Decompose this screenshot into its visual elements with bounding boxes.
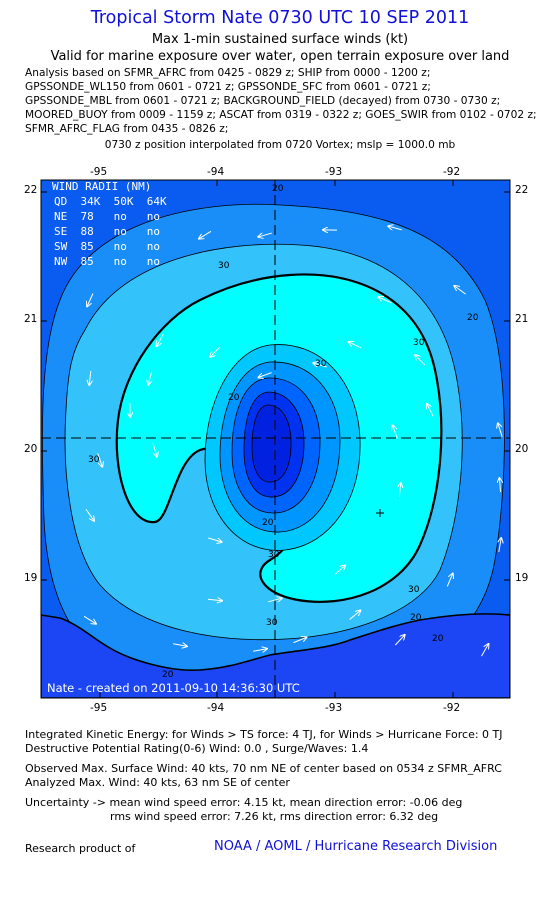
wind-arrow: [89, 370, 91, 385]
contour-label: 20: [467, 313, 479, 323]
lon-tick-bottom-1: -95: [90, 702, 108, 714]
wind-arrow: [148, 371, 152, 385]
axis-ticks: [41, 180, 510, 698]
vortex-note: 0730 z position interpolated from 0720 V…: [104, 139, 456, 151]
wind-arrow: [454, 286, 466, 295]
wind-arrow: [268, 598, 282, 602]
lat-tick-left-1: 22: [24, 184, 38, 196]
contour-label: 20: [410, 613, 422, 623]
wind-arrow: [87, 293, 94, 307]
wind-arrow: [499, 538, 501, 552]
wind-arrow: [210, 346, 221, 357]
lat-tick-right-3: 20: [515, 443, 529, 455]
lon-tick-top-1: -95: [90, 166, 108, 178]
contour-label: 20: [432, 634, 444, 644]
map-title: Tropical Storm Nate 0730 UTC 10 SEP 2011: [90, 8, 470, 28]
wind-arrow: [208, 537, 221, 542]
lon-tick-top-2: -94: [207, 166, 225, 178]
research-label: Research product of: [25, 842, 136, 855]
analysis-line-1: Analysis based on SFMR_AFRC from 0425 - …: [25, 67, 431, 79]
analysis-line-4: MOORED_BUOY from 0009 - 1159 z; ASCAT fr…: [25, 109, 537, 121]
analyzed-max-wind: Analyzed Max. Wind: 40 kts, 63 nm SE of …: [25, 776, 290, 789]
wind-arrow: [334, 565, 345, 576]
wind-arrow: [293, 637, 307, 644]
lat-tick-right-4: 19: [515, 572, 529, 584]
lat-tick-left-2: 21: [24, 313, 38, 325]
observed-max-wind: Observed Max. Surface Wind: 40 kts, 70 n…: [25, 762, 502, 775]
wind-arrow: [349, 610, 361, 620]
lon-tick-top-3: -93: [325, 166, 343, 178]
contour-label: 20: [228, 393, 240, 403]
wind-radii-header: WIND RADII (NM): [52, 180, 152, 193]
wind-radii-row-ne: NE 78 no no: [54, 210, 160, 223]
wind-arrow: [85, 508, 94, 520]
contour-label: 20: [162, 670, 174, 680]
lat-tick-right-1: 22: [515, 184, 529, 196]
lon-tick-bottom-3: -93: [325, 702, 343, 714]
uncertainty-rms: rms wind speed error: 7.26 kt, rms direc…: [110, 810, 439, 823]
lon-tick-bottom-2: -94: [207, 702, 225, 714]
lat-tick-right-2: 21: [515, 313, 529, 325]
subtitle-winds: Max 1-min sustained surface winds (kt): [151, 32, 409, 47]
contour-labels: 20 30 30 30 30 30 20 20 20 20 30 30 20 20: [88, 184, 479, 680]
contour-inner-5: [251, 404, 292, 483]
wind-arrow: [349, 342, 362, 349]
wind-radii-columns: QD 34K 50K 64K: [54, 195, 167, 208]
lon-tick-top-4: -92: [443, 166, 461, 178]
wind-arrow: [83, 615, 96, 623]
wind-arrow: [313, 363, 327, 368]
wind-arrow: [446, 574, 453, 587]
contour-label: 30: [88, 455, 100, 465]
wind-radii-row-se: SE 88 no no: [54, 225, 160, 238]
coastline-land: [41, 613, 510, 698]
wind-arrow: [199, 230, 212, 238]
contour-label: 30: [408, 585, 420, 595]
wind-arrow: [207, 599, 222, 601]
analysis-line-2: GPSSONDE_WL150 from 0601 - 0721 z; GPSSO…: [25, 81, 431, 93]
wind-arrow: [388, 226, 402, 230]
wind-radii-row-nw: NW 85 no no: [54, 255, 160, 268]
wind-arrow: [152, 443, 157, 456]
contour-label: 30: [413, 338, 425, 348]
contour-label: 30: [315, 359, 327, 369]
wind-arrow: [415, 355, 426, 366]
created-stamp: Nate - created on 2011-09-10 14:36:30 UT…: [47, 681, 300, 695]
contour-label: 20: [272, 184, 284, 194]
analysis-line-5: SFMR_AFRC_FLAG from 0435 - 0826 z;: [25, 123, 229, 135]
wind-arrow: [399, 483, 400, 498]
wind-arrow: [258, 372, 272, 378]
wind-arrow: [97, 453, 103, 466]
plus-marker: [376, 509, 384, 517]
wind-arrow: [173, 644, 187, 647]
analysis-line-3: GPSSONDE_MBL from 0601 - 0721 z; BACKGRO…: [25, 95, 501, 107]
wind-arrow: [258, 232, 272, 237]
wind-arrow: [481, 644, 489, 657]
wind-arrows: [83, 226, 503, 657]
wind-radii-row-sw: SW 85 no no: [54, 240, 160, 253]
lat-tick-left-4: 19: [24, 572, 38, 584]
subtitle-exposure: Valid for marine exposure over water, op…: [50, 49, 510, 64]
map-frame: [40, 179, 511, 699]
dpr-line: Destructive Potential Rating(0-6) Wind: …: [25, 742, 369, 755]
contour-label: 30: [218, 261, 230, 271]
ike-line: Integrated Kinetic Energy: for Winds > T…: [25, 728, 503, 741]
wind-arrow: [498, 423, 503, 437]
contour-label: 30: [268, 550, 280, 560]
wind-arrow: [500, 478, 501, 493]
wind-arrow: [253, 649, 267, 652]
uncertainty-mean: Uncertainty -> mean wind speed error: 4.…: [25, 796, 463, 809]
noaa-credit: NOAA / AOML / Hurricane Research Divisio…: [214, 839, 498, 854]
wind-arrow: [393, 425, 398, 439]
lat-tick-left-3: 20: [24, 443, 38, 455]
wind-arrow: [394, 635, 404, 646]
wind-arrow: [157, 333, 164, 346]
contour-label: 30: [266, 618, 278, 628]
contour-label: 20: [262, 518, 274, 528]
wind-arrow: [379, 297, 392, 304]
lon-tick-bottom-4: -92: [443, 702, 461, 714]
wind-arrow: [427, 404, 434, 417]
